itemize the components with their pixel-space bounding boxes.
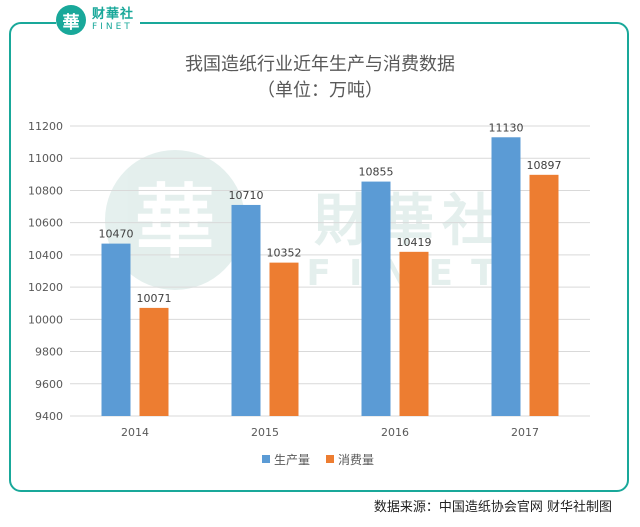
y-tick-label: 9600: [35, 378, 63, 391]
data-source: 数据来源：中国造纸协会官网 财华社制图: [373, 500, 612, 515]
y-tick-label: 10200: [28, 281, 63, 294]
data-label: 10071: [137, 292, 172, 305]
bars: [101, 137, 559, 416]
y-tick-label: 10400: [28, 249, 63, 262]
legend-label: 消费量: [338, 453, 374, 467]
y-axis-ticks: 9400 9600 9800 10000 10200 10400 10600 10800 110…: [28, 120, 63, 423]
legend: 生产量 消费量: [262, 453, 374, 467]
bar-consumption: [529, 174, 559, 416]
y-tick-label: 9800: [35, 346, 63, 359]
bar-consumption: [139, 307, 169, 416]
legend-label: 生产量: [274, 453, 310, 467]
data-label: 10419: [397, 236, 432, 249]
legend-swatch: [262, 455, 270, 463]
y-tick-label: 11200: [28, 120, 63, 133]
logo-en: FINET: [92, 22, 133, 32]
logo-char: 華: [62, 12, 80, 33]
y-tick-label: 10600: [28, 217, 63, 230]
data-label: 10897: [527, 159, 562, 172]
x-tick-label: 2017: [511, 426, 539, 439]
y-tick-label: 10000: [28, 313, 63, 326]
bar-consumption: [399, 251, 429, 416]
finet-logo: 華 财華社 FINET: [56, 3, 141, 37]
legend-swatch: [326, 455, 334, 463]
chart-title: 我国造纸行业近年生产与消费数据: [185, 54, 455, 75]
bar-production: [361, 181, 391, 416]
logo-mark-icon: 華: [56, 5, 86, 35]
bar-production: [231, 204, 261, 416]
logo-cn: 财華社: [92, 7, 135, 22]
y-tick-label: 11000: [28, 152, 63, 165]
watermark: 華 財華社 FINET: [105, 150, 506, 294]
bar-consumption: [269, 262, 299, 416]
watermark-cn: 財華社: [314, 189, 506, 254]
data-label: 10855: [359, 166, 394, 179]
data-labels: 10470 10071 10710 10352 10855 10419 11130 10897: [99, 121, 562, 305]
data-label: 11130: [489, 121, 524, 134]
chart-subtitle: （单位：万吨）: [257, 80, 383, 101]
y-tick-label: 10800: [28, 184, 63, 197]
data-label: 10352: [267, 247, 302, 260]
bar-production: [491, 137, 521, 416]
data-label: 10710: [229, 189, 264, 202]
x-axis-ticks: 2014 2015 2016 2017: [121, 426, 539, 439]
y-tick-label: 9400: [35, 410, 63, 423]
x-tick-label: 2014: [121, 426, 149, 439]
x-tick-label: 2016: [381, 426, 409, 439]
logo-text: 财華社 FINET: [92, 8, 134, 32]
bar-production: [101, 243, 131, 416]
x-tick-label: 2015: [251, 426, 279, 439]
data-label: 10470: [99, 228, 134, 241]
